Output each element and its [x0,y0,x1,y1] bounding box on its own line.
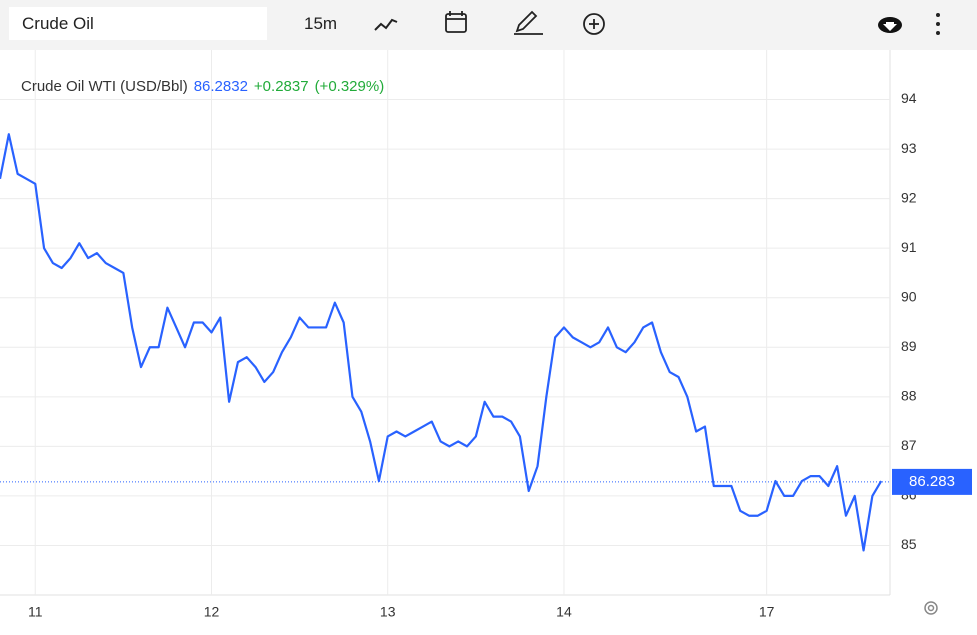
price: 86.2832 [194,78,248,95]
chart: 85868788899091929394111213141786.283Crud… [0,50,972,620]
y-tick-label: 87 [901,437,917,453]
y-tick-label: 91 [901,239,917,255]
x-tick-label: 12 [204,604,220,620]
last-price-label: 86.283 [909,473,955,490]
y-tick-label: 90 [901,288,917,304]
y-tick-label: 89 [901,338,917,354]
last-price-tag [892,468,972,495]
calendar-icon[interactable] [445,11,467,33]
draw-icon[interactable] [514,10,543,35]
x-tick-label: 11 [28,604,43,620]
y-tick-label: 92 [901,189,917,205]
chart-legend: Crude Oil WTI (USD/Bbl) 86.2832 +0.2837 (+0… [21,78,384,95]
add-icon[interactable] [583,13,605,35]
price-line [0,133,883,552]
symbol-search[interactable]: Crude Oil [9,7,267,40]
x-tick-label: 17 [759,604,775,620]
y-tick-label: 85 [901,536,917,552]
interval-button[interactable]: 15m [304,14,338,33]
change-pct: (+0.329%) [315,78,385,95]
x-tick-label: 14 [556,604,572,620]
toolbar-icons [374,10,940,35]
indicator-icon[interactable] [374,18,398,31]
chart-title: Crude Oil WTI (USD/Bbl) [21,78,188,95]
y-tick-label: 94 [901,90,917,106]
settings-icon[interactable] [924,601,938,615]
download-icon[interactable] [878,17,902,33]
y-tick-label: 88 [901,388,917,404]
toolbar: Crude Oil 15m [0,0,977,50]
y-tick-label: 93 [901,140,917,156]
menu-icon[interactable] [936,13,940,35]
x-tick-label: 13 [380,604,396,620]
change: +0.2837 [254,78,309,95]
